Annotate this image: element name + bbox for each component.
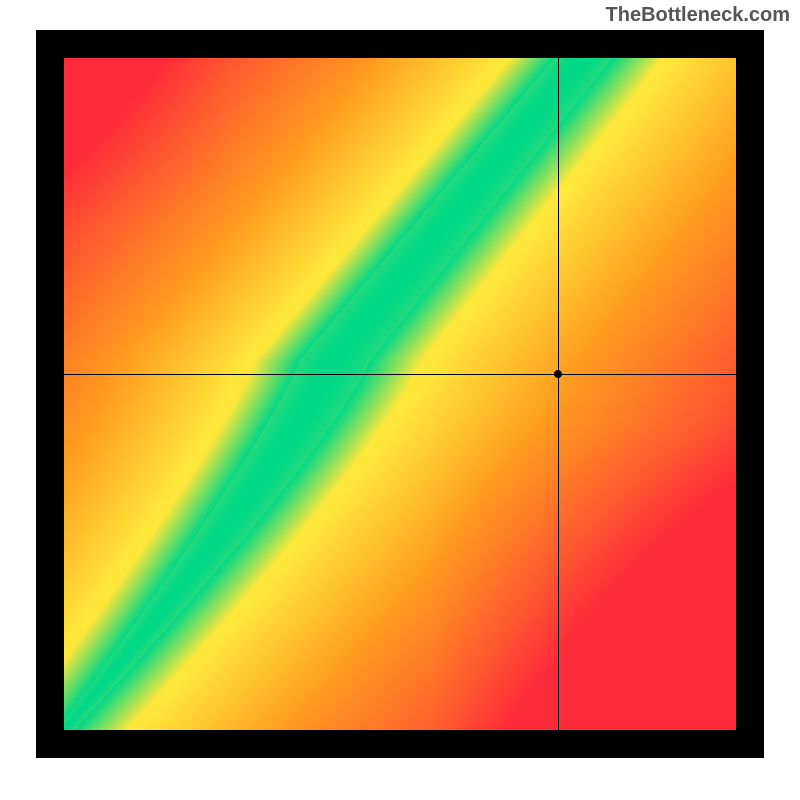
chart-container: TheBottleneck.com <box>0 0 800 800</box>
crosshair-vertical <box>558 58 559 730</box>
crosshair-horizontal <box>64 374 736 375</box>
plot-area <box>64 58 736 730</box>
plot-frame <box>36 30 764 758</box>
watermark-text: TheBottleneck.com <box>606 4 790 27</box>
heatmap-canvas <box>64 58 736 730</box>
crosshair-marker <box>554 370 562 378</box>
